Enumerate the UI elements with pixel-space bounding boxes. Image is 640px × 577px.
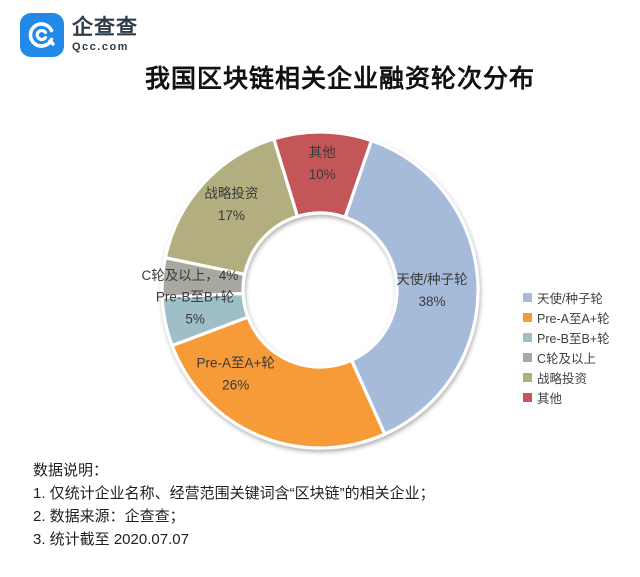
legend-label-3: C轮及以上 (537, 351, 597, 366)
donut-slice-0 (343, 138, 480, 437)
chart-title: 我国区块链相关企业融资轮次分布 (144, 65, 535, 93)
legend-item-2: Pre-B至B+轮 (523, 327, 610, 347)
slice-label-0-name: 天使/种子轮 (396, 271, 467, 287)
legend-swatch-3 (523, 352, 532, 362)
legend-item-5: 其他 (523, 387, 610, 407)
qcc-logo: 企查查 Qcc.com (20, 13, 138, 57)
slice-label-0-percent: 38% (418, 294, 445, 309)
donut-slice-1 (170, 315, 387, 450)
slice-label-2-percent: 5% (185, 312, 205, 327)
chart-legend: 天使/种子轮 Pre-A至A+轮 Pre-B至B+轮 C轮及以上战略投资其他 (523, 287, 610, 407)
legend-swatch-1 (523, 312, 532, 322)
legend-item-1: Pre-A至A+轮 (523, 307, 610, 327)
slice-label-5-percent: 10% (309, 167, 336, 182)
slice-label-1-name: Pre-A至A+轮 (196, 356, 274, 371)
notes-list: 1. 仅统计企业名称、经营范围关键词含“区块链”的相关企业； 2. 数据来源：企查… (33, 482, 435, 551)
note-line-2: 2. 数据来源：企查查； (33, 508, 185, 525)
note-line-3: 3. 统计截至 2020.07.07 (33, 531, 189, 548)
legend-item-0: 天使/种子轮 (523, 287, 610, 307)
legend-label-5: 其他 (537, 391, 563, 406)
donut-slices (160, 130, 480, 450)
slice-label-2-name: Pre-B至B+轮 (156, 290, 234, 305)
legend-swatch-4 (523, 372, 532, 382)
slice-label-4-name: 战略投资 (204, 186, 258, 201)
legend-item-3: C轮及以上 (523, 347, 610, 367)
legend-swatch-0 (523, 292, 532, 302)
legend-label-4: 战略投资 (537, 371, 588, 386)
slice-label-5-name: 其他 (309, 145, 336, 160)
legend-swatch-5 (523, 392, 532, 402)
slice-label-3: C轮及以上，4% (141, 268, 238, 283)
legend-label-2: Pre-B至B+轮 (537, 331, 610, 346)
donut-chart: 天使/种子轮 38% Pre-A至A+轮 26% Pre-B至B+轮 5% C轮及以上，4%… (141, 130, 480, 450)
donut-slice-5 (271, 130, 374, 220)
note-line-1: 1. 仅统计企业名称、经营范围关键词含“区块链”的相关企业； (33, 485, 435, 502)
slice-label-1-percent: 26% (222, 378, 249, 393)
donut-slice-4 (163, 136, 300, 277)
legend-label-1: Pre-A至A+轮 (537, 311, 610, 326)
qcc-logo-glyph (20, 13, 64, 57)
donut-slice-labels: 天使/种子轮 38% Pre-A至A+轮 26% Pre-B至B+轮 5% C轮及以上，4%… (141, 145, 467, 393)
legend-swatch-2 (523, 332, 532, 342)
data-notes: 数据说明： 1. 仅统计企业名称、经营范围关键词含“区块链”的相关企业； 2. 数… (33, 459, 435, 551)
brand-domain: Qcc.com (72, 40, 129, 53)
legend-label-0: 天使/种子轮 (537, 291, 603, 306)
brand-name: 企查查 (72, 15, 138, 39)
legend-item-4: 战略投资 (523, 367, 610, 387)
qcc-logo-icon (20, 13, 64, 57)
slice-label-4-percent: 17% (218, 208, 245, 223)
notes-heading: 数据说明： (33, 462, 109, 479)
